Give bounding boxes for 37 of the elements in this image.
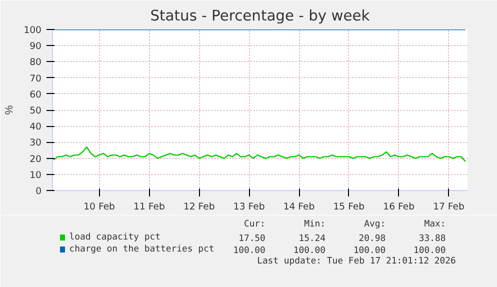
line-series: [52, 146, 466, 162]
y-tick-label: 10: [30, 170, 42, 181]
x-tick-label: 15 Feb: [333, 202, 365, 212]
text: Cur:: [244, 220, 266, 230]
text: 100.00: [293, 246, 326, 256]
y-tick-label: 50: [30, 106, 42, 116]
text: Last update: Tue Feb 17 21:01:12 2026: [257, 256, 456, 266]
y-tick-label: 60: [30, 89, 42, 100]
text: 33.88: [418, 234, 446, 244]
text: 15.24: [298, 234, 326, 244]
text: 20.98: [358, 234, 386, 244]
x-tick-label: 14 Feb: [283, 202, 315, 212]
y-tick-label: 30: [30, 138, 42, 149]
text: 100.00: [353, 246, 386, 256]
x-tick-label: 16 Feb: [383, 202, 415, 212]
y-tick-label: 90: [30, 41, 42, 52]
text: Min:: [304, 220, 326, 230]
y-tick-label: 40: [30, 122, 42, 133]
text: Avg:: [364, 220, 386, 230]
x-tick-label: 13 Feb: [233, 202, 265, 212]
text: 100.00: [233, 246, 266, 256]
y-tick-label: 100: [24, 25, 42, 36]
text: 100.00: [414, 246, 446, 256]
text: Max:: [424, 220, 446, 230]
x-tick-label: 12 Feb: [183, 202, 215, 212]
legend-label: charge on the batteries pct: [69, 244, 214, 254]
x-tick-label: 10 Feb: [84, 202, 116, 212]
chart-title: Status - Percentage - by week: [150, 8, 370, 24]
y-axis-title: %: [4, 104, 16, 115]
x-tick-label: 17 Feb: [433, 202, 465, 212]
y-tick-label: 80: [30, 57, 42, 68]
y-tick-label: 0: [36, 186, 42, 197]
text: 17.50: [238, 234, 266, 244]
y-tick-label: 70: [30, 73, 42, 84]
y-tick-label: 20: [30, 154, 42, 165]
legend-label: load capacity pct: [69, 232, 161, 242]
x-tick-label: 11 Feb: [134, 202, 165, 212]
